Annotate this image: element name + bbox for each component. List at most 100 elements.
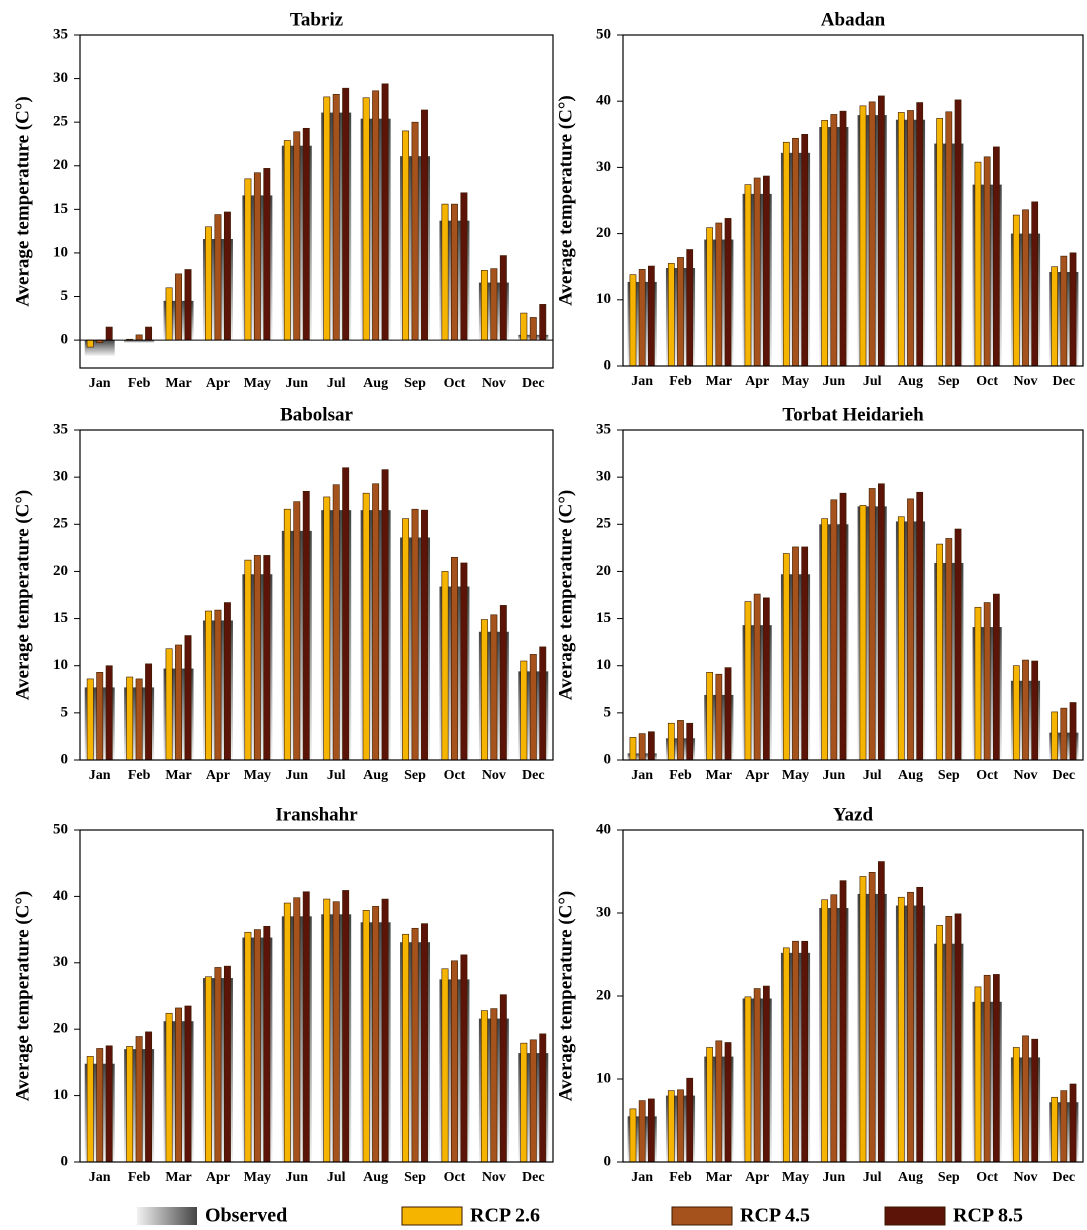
- bar-rcp: [411, 508, 419, 761]
- x-tick-label: Jan: [89, 1170, 111, 1185]
- bar-rcp: [954, 99, 962, 367]
- x-tick-label: Apr: [206, 1170, 230, 1185]
- bar-rcp: [205, 976, 212, 1163]
- bar-rcp: [667, 1090, 675, 1163]
- bar-rcp: [907, 498, 914, 761]
- bar-rcp: [1031, 1038, 1039, 1163]
- bar-rcp: [1051, 266, 1058, 367]
- legend-label: RCP 4.5: [740, 1205, 810, 1227]
- bar-rcp: [782, 553, 790, 761]
- bar-rcp: [954, 528, 962, 761]
- bar-rcp: [253, 172, 261, 341]
- bar-rcp: [372, 90, 380, 341]
- plot-frame: [622, 429, 1084, 761]
- y-tick-label: 5: [61, 288, 69, 304]
- chart-title: Iranshahr: [275, 804, 358, 825]
- bar-rcp: [520, 1042, 528, 1163]
- bar-rcp: [629, 1108, 637, 1163]
- bar-rcp: [762, 985, 770, 1163]
- bar-rcp: [96, 1048, 104, 1163]
- bar-rcp: [175, 644, 182, 761]
- y-tick-label: 10: [596, 657, 611, 673]
- bar-rcp: [868, 488, 876, 761]
- x-tick-label: Oct: [976, 768, 998, 783]
- bar-rcp: [916, 102, 924, 367]
- y-tick-label: 25: [596, 516, 611, 532]
- bar-rcp: [1069, 1083, 1077, 1163]
- bar-rcp: [782, 947, 790, 1163]
- bar-rcp: [223, 211, 231, 341]
- y-axis-label: Average temperature (C°): [555, 891, 576, 1102]
- bar-rcp: [830, 894, 838, 1163]
- y-tick-label: 20: [596, 225, 611, 241]
- y-tick-label: 10: [596, 291, 611, 307]
- x-tick-label: Apr: [745, 374, 769, 389]
- bar-rcp: [677, 1089, 684, 1163]
- bar-rcp: [877, 95, 885, 367]
- bar-rcp: [821, 518, 828, 761]
- y-tick-label: 30: [596, 469, 611, 485]
- x-tick-label: Aug: [898, 768, 923, 783]
- bar-rcp: [1022, 659, 1029, 761]
- bar-rcp: [945, 916, 953, 1163]
- bar-rcp: [706, 672, 713, 761]
- y-tick-label: 20: [53, 1021, 68, 1037]
- bar-rcp: [744, 601, 752, 761]
- bar-rcp: [135, 678, 143, 761]
- bar-rcp: [293, 897, 301, 1163]
- x-tick-label: May: [782, 374, 809, 389]
- x-tick-label: Sep: [404, 376, 426, 391]
- bar-rcp: [974, 161, 982, 367]
- x-tick-label: Sep: [938, 374, 960, 389]
- bar-rcp: [105, 665, 113, 761]
- bar-observed: [124, 340, 155, 343]
- y-tick-label: 20: [53, 563, 68, 579]
- y-tick-label: 10: [53, 1087, 68, 1103]
- plot-frame: [622, 829, 1084, 1163]
- y-tick-label: 5: [604, 704, 612, 720]
- x-tick-label: Mar: [165, 1170, 191, 1185]
- bar-rcp: [1022, 209, 1029, 367]
- x-tick-label: Aug: [898, 1170, 923, 1185]
- x-tick-label: Aug: [363, 376, 388, 391]
- y-tick-label: 35: [53, 421, 68, 437]
- bar-rcp: [421, 509, 428, 761]
- x-tick-label: Mar: [165, 376, 191, 391]
- y-tick-label: 0: [604, 751, 612, 767]
- x-tick-label: Nov: [1013, 768, 1037, 783]
- x-tick-label: Oct: [976, 1170, 998, 1185]
- bar-rcp: [402, 933, 410, 1163]
- bar-rcp: [782, 141, 790, 367]
- bar-rcp: [1031, 201, 1039, 367]
- legend-swatch: [671, 1206, 733, 1226]
- bar-rcp: [214, 609, 222, 761]
- bar-rcp: [647, 1098, 655, 1163]
- bar-rcp: [954, 913, 962, 1163]
- y-tick-label: 25: [53, 516, 68, 532]
- bar-rcp: [283, 140, 291, 341]
- x-tick-label: Mar: [706, 768, 732, 783]
- legend-swatch: [137, 1207, 197, 1225]
- bar-rcp: [96, 672, 104, 761]
- chart-title: Yazd: [833, 804, 874, 825]
- bar-rcp: [992, 593, 1000, 761]
- bar-rcp: [499, 255, 507, 341]
- x-tick-label: Jun: [823, 768, 846, 783]
- bar-rcp: [253, 555, 261, 761]
- bar-rcp: [724, 218, 732, 367]
- bar-rcp: [801, 134, 809, 367]
- y-axis-label: Average temperature (C°): [12, 96, 33, 307]
- y-tick-label: 15: [53, 610, 68, 626]
- x-tick-label: Jul: [863, 1170, 882, 1185]
- bar-rcp: [1060, 1090, 1068, 1163]
- y-tick-label: 15: [53, 201, 68, 217]
- bar-rcp: [868, 101, 876, 367]
- bar-rcp: [859, 105, 867, 367]
- bar-rcp: [145, 1031, 153, 1163]
- bar-rcp: [706, 1047, 713, 1163]
- bar-rcp: [801, 940, 809, 1163]
- x-tick-label: Feb: [669, 768, 692, 783]
- x-tick-label: Sep: [404, 768, 426, 783]
- x-tick-label: Dec: [1053, 374, 1076, 389]
- bar-rcp: [263, 925, 271, 1163]
